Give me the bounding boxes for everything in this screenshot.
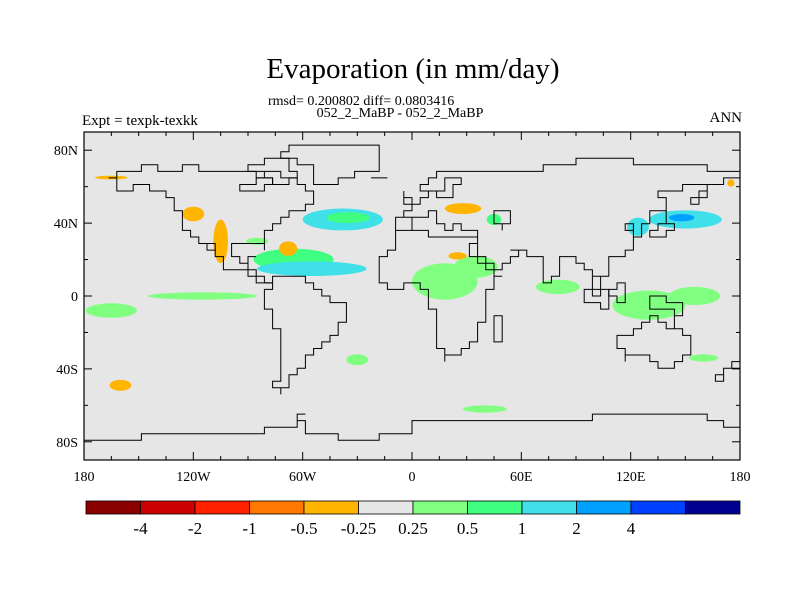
colorbar: -4 -2 -1 -0.5 -0.25 0.25 0.5 1 2 4	[85, 500, 741, 538]
anomaly-south-atlantic-increase	[346, 354, 369, 366]
anomaly-tropical-pacific-east-increase	[147, 292, 258, 300]
colorbar-label: -0.25	[341, 519, 376, 538]
colorbar-label: 0.5	[457, 519, 478, 538]
anomaly-tropical-atlantic-increase	[257, 261, 367, 276]
experiment-label: Expt = texpk-texkk	[82, 113, 198, 129]
anomaly-southern-ocean-2	[688, 354, 719, 362]
lat-tick-label: 80S	[56, 436, 78, 451]
anomaly-caribbean-decrease	[278, 241, 298, 256]
plot-title: Evaporation (in mm/day)	[266, 53, 560, 85]
anomaly-ne-pacific-decrease	[182, 206, 205, 222]
colorbar-label: 2	[572, 519, 581, 538]
coastline-borneo	[608, 282, 626, 304]
colorbar-label: -4	[133, 519, 148, 538]
anomaly-south-pacific-decrease	[109, 379, 132, 391]
anomaly-west-pacific-increase	[668, 286, 720, 306]
anomaly-southern-ocean-increase	[463, 405, 507, 413]
anomaly-equatorial-pacific-west-increase	[85, 303, 137, 318]
axis-layer: 180 120W 60W 0 60E 120E 180 80N 40N 0 40S 80S	[54, 132, 751, 485]
lon-tick-label: 180	[730, 470, 751, 485]
colorbar-box	[303, 500, 359, 515]
coastline-south-america	[263, 275, 347, 395]
colorbar-label: 4	[627, 519, 636, 538]
lon-tick-label: 60E	[510, 470, 533, 485]
colorbar-box	[521, 500, 577, 515]
lat-tick-label: 0	[71, 290, 78, 305]
colorbar-box	[576, 500, 632, 515]
anomaly-japan-sea-increase	[627, 217, 649, 236]
coastline-north-america	[108, 164, 315, 284]
lat-tick-label: 80N	[54, 144, 78, 159]
coastline-new-guinea	[649, 295, 684, 317]
anomaly-north-atlantic-decrease	[448, 252, 467, 260]
coastline-new-zealand	[714, 361, 740, 382]
colorbar-box	[630, 500, 686, 515]
lon-tick-label: 180	[74, 470, 95, 485]
anomaly-indonesia-increase	[612, 290, 686, 320]
coastline-baffin-island	[247, 157, 298, 185]
anomaly-north-atlantic-increase-core	[326, 212, 371, 224]
coastline-uk	[403, 191, 413, 205]
colorbar-label: 0.25	[398, 519, 428, 538]
colorbar-label: 1	[518, 519, 527, 538]
coastline-caspian-sea	[493, 210, 511, 231]
colorbar-box	[85, 500, 141, 515]
lon-tick-label: 120E	[616, 470, 646, 485]
lon-tick-label: 120W	[176, 470, 211, 485]
coastline-sumatra	[583, 288, 610, 310]
lat-tick-label: 40S	[56, 363, 78, 378]
colorbar-box	[249, 500, 305, 515]
lon-tick-label: 60W	[289, 470, 317, 485]
anomaly-east-pacific-decrease	[213, 219, 228, 264]
colorbar-box	[194, 500, 250, 515]
lon-tick-label: 0	[409, 470, 416, 485]
season-label: ANN	[709, 110, 743, 126]
anomaly-sahel-increase	[453, 255, 498, 278]
anomaly-indian-ocean-increase	[535, 279, 580, 295]
lat-tick-label: 40N	[54, 217, 78, 232]
anomaly-kuroshio-core	[668, 214, 695, 222]
coastline-greenland	[280, 144, 380, 185]
anomaly-alaska-decrease	[727, 179, 735, 187]
colorbar-box	[140, 500, 196, 515]
coastline-japan	[649, 210, 675, 238]
colorbar-label: -1	[242, 519, 256, 538]
colorbar-box	[358, 500, 414, 515]
colorbar-box	[467, 500, 523, 515]
coastline-antarctica	[84, 413, 740, 460]
coastline-layer	[84, 144, 740, 460]
stats-label: rmsd= 0.200802 diff= 0.0803416	[268, 94, 455, 109]
colorbar-box	[412, 500, 468, 515]
coastline-madagascar	[493, 315, 503, 343]
coastline-eurasia-africa	[378, 157, 740, 362]
anomaly-mediterranean-decrease	[444, 203, 482, 215]
colorbar-label: -0.5	[291, 519, 318, 538]
colorbar-box	[685, 500, 741, 515]
case-label: 052_2_MaBP - 052_2_MaBP	[316, 106, 484, 121]
coastline-australia	[616, 315, 692, 369]
colorbar-label: -2	[188, 519, 202, 538]
